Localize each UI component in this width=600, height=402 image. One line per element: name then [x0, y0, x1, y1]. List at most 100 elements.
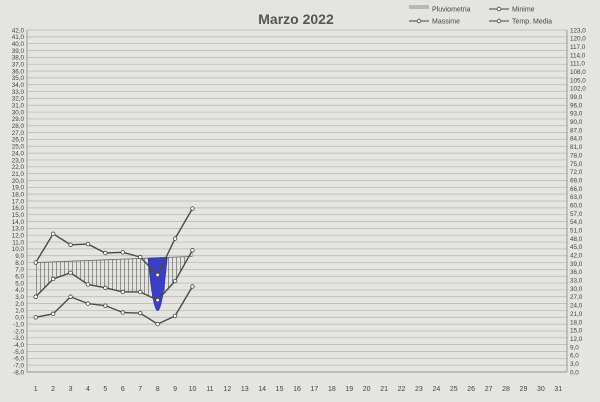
x-tick-label: 28 — [502, 386, 510, 393]
x-tick-label: 20 — [363, 386, 371, 393]
x-tick-label: 16 — [293, 386, 301, 393]
y2-tick-label: 75,0 — [570, 161, 583, 168]
temp-media-point — [68, 270, 73, 276]
y-tick-label: 28,0 — [12, 123, 25, 130]
y-tick-label: -1,0 — [13, 321, 24, 328]
massime-point — [155, 272, 160, 278]
y2-tick-label: 96,0 — [570, 102, 583, 109]
y-tick-label: 17,0 — [12, 198, 25, 205]
temp-media-point — [190, 248, 195, 253]
y-tick-label: 37,0 — [12, 62, 25, 69]
y-tick-label: 4,0 — [15, 287, 24, 294]
x-tick-label: 7 — [138, 386, 142, 393]
temp-media-point — [155, 297, 160, 303]
x-tick-label: 26 — [467, 386, 475, 393]
y-tick-label: -7,0 — [13, 362, 24, 369]
y-tick-label: 38,0 — [12, 55, 25, 62]
y2-tick-label: 51,0 — [570, 227, 583, 234]
x-tick-label: 23 — [415, 386, 423, 393]
y-tick-label: 36,0 — [12, 68, 25, 75]
y2-tick-label: 57,0 — [570, 211, 583, 218]
legend-swatch-band — [409, 5, 429, 9]
y-tick-label: 42,0 — [12, 27, 25, 34]
y2-tick-label: 15,0 — [570, 328, 583, 335]
y2-tick-label: 60,0 — [570, 202, 583, 209]
temperature-band — [35, 250, 193, 301]
y-tick-label: 32,0 — [12, 96, 25, 103]
y-tick-label: 25,0 — [12, 144, 25, 151]
y-tick-label: 27,0 — [12, 130, 25, 137]
x-tick-label: 10 — [189, 386, 197, 393]
x-tick-label: 25 — [450, 386, 458, 393]
y2-tick-label: 69,0 — [570, 177, 583, 184]
y-tick-label: 10,0 — [12, 246, 25, 253]
y-tick-label: 8,0 — [15, 260, 24, 267]
y2-tick-label: 90,0 — [570, 119, 583, 126]
y-tick-label: 11,0 — [12, 239, 24, 246]
temp-media-point — [33, 294, 38, 299]
massime-point — [172, 236, 178, 241]
minime-point — [50, 311, 56, 317]
temp-media-point — [172, 278, 178, 284]
x-tick-label: 27 — [485, 386, 493, 393]
y2-tick-label: 63,0 — [570, 194, 583, 201]
y-tick-label: 41,0 — [12, 34, 25, 41]
legend-label: Pluviometria — [432, 7, 471, 14]
massime-point — [68, 242, 73, 247]
y2-tick-label: 42,0 — [570, 253, 583, 260]
temp-media-point — [103, 285, 108, 291]
y2-tick-label: 72,0 — [570, 169, 583, 176]
y2-tick-label: 36,0 — [570, 269, 583, 276]
y2-tick-label: 12,0 — [570, 336, 583, 343]
legend: Pluviometria Minime Massime Temp. Media — [409, 5, 552, 26]
massime-point — [138, 254, 143, 260]
y2-tick-label: 105,0 — [570, 77, 586, 84]
y-tick-label: 23,0 — [12, 157, 25, 164]
y2-tick-label: 81,0 — [570, 144, 583, 151]
grid — [26, 29, 568, 373]
y-tick-label: 0,0 — [15, 315, 24, 322]
y-tick-label: 29,0 — [12, 116, 25, 123]
y-axis-left: -8,0-7,0-6,0-5,0-4,0-3,0-2,0-1,00,01,02,… — [12, 27, 25, 376]
x-tick-label: 2 — [51, 386, 55, 393]
minime-point — [138, 310, 143, 316]
massime-point — [103, 250, 108, 256]
y-tick-label: 13,0 — [12, 226, 25, 233]
y-tick-label: -6,0 — [13, 356, 24, 363]
y-tick-label: 19,0 — [12, 185, 25, 192]
legend-label: Temp. Media — [512, 19, 552, 26]
x-tick-label: 29 — [520, 386, 528, 393]
y-tick-label: -3,0 — [13, 335, 24, 342]
x-tick-label: 19 — [345, 386, 353, 393]
y-tick-label: 16,0 — [12, 205, 25, 212]
y-tick-label: 26,0 — [12, 137, 25, 144]
legend-swatch-marker — [416, 18, 422, 24]
y-tick-label: 30,0 — [12, 109, 25, 116]
y-tick-label: 5,0 — [15, 280, 24, 287]
y-tick-label: 20,0 — [12, 178, 25, 185]
x-tick-label: 31 — [554, 386, 562, 393]
y2-tick-label: 93,0 — [570, 111, 583, 118]
temp-media-line — [35, 249, 194, 302]
y2-tick-label: 30,0 — [570, 286, 583, 293]
y2-tick-label: 78,0 — [570, 152, 583, 159]
x-axis: 1 2 3 4 5 6 7 8 9 10 11 12 13 14 15 16 17 18 19 20 21 22 23 24 2… — [34, 386, 563, 393]
y2-tick-label: 99,0 — [570, 94, 583, 101]
massime-point — [50, 231, 56, 237]
y2-tick-label: 123,0 — [570, 27, 586, 34]
y2-tick-label: 45,0 — [570, 244, 583, 251]
y-tick-label: 3,0 — [15, 294, 24, 301]
y2-tick-label: 117,0 — [570, 44, 586, 51]
chart-title: Marzo 2022 — [258, 11, 334, 27]
y-tick-label: 18,0 — [12, 191, 25, 198]
temp-media-point — [50, 276, 56, 282]
y2-tick-label: 18,0 — [570, 319, 583, 326]
minime-point — [190, 284, 195, 289]
minime-point — [33, 315, 38, 320]
x-tick-label: 6 — [121, 386, 125, 393]
x-tick-label: 9 — [173, 386, 177, 393]
y2-tick-label: 120,0 — [570, 36, 586, 43]
y-tick-label: -8,0 — [13, 369, 24, 376]
massime-point — [33, 260, 38, 265]
